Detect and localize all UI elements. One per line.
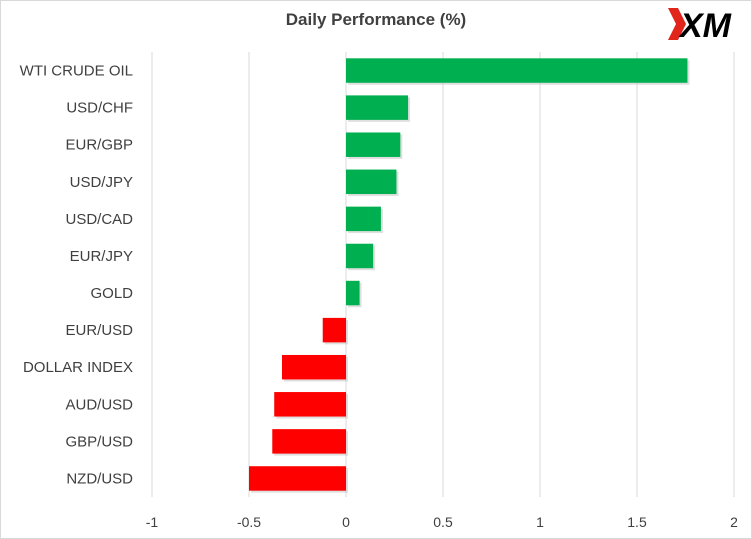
x-tick-label: -1	[146, 514, 159, 530]
bar	[346, 243, 374, 269]
bar	[281, 354, 346, 380]
category-label: EUR/JPY	[70, 248, 133, 265]
x-tick-label: 0.5	[433, 514, 453, 530]
x-tick-label: 0	[342, 514, 350, 530]
bar	[346, 58, 688, 83]
category-label: DOLLAR INDEX	[23, 359, 133, 376]
bar	[346, 95, 409, 120]
chart-title: Daily Performance (%)	[285, 10, 467, 29]
category-label: AUD/USD	[65, 396, 133, 413]
bar	[274, 392, 346, 417]
bar	[346, 280, 360, 306]
x-tick-label: -0.5	[237, 514, 261, 530]
x-tick-label: 1	[536, 514, 544, 530]
logo-mark	[668, 8, 686, 40]
category-label: EUR/USD	[65, 322, 133, 339]
grid-lines	[151, 52, 735, 497]
logo-text: XM	[678, 7, 732, 44]
category-label: WTI CRUDE OIL	[20, 63, 133, 80]
category-label: GOLD	[90, 285, 133, 302]
category-label: USD/JPY	[70, 174, 133, 191]
bars	[249, 58, 690, 493]
category-labels: WTI CRUDE OIL USD/CHF EUR/GBP USD/JPY USD/CA…	[20, 63, 134, 488]
category-label: NZD/USD	[66, 470, 133, 487]
bar	[322, 317, 346, 343]
x-tick-label: 1.5	[627, 514, 647, 530]
xm-logo: XM	[668, 7, 732, 44]
bar	[346, 132, 401, 157]
x-tick-labels: -1 -0.5 0 0.5 1 1.5 2	[146, 514, 738, 530]
category-label: USD/CAD	[65, 211, 133, 228]
category-label: USD/CHF	[66, 100, 133, 117]
bar	[249, 466, 346, 491]
category-label: GBP/USD	[65, 433, 133, 450]
category-label: EUR/GBP	[65, 137, 133, 154]
bar	[272, 429, 346, 454]
bar	[346, 206, 381, 232]
bar	[346, 169, 397, 195]
x-tick-label: 2	[730, 514, 738, 530]
